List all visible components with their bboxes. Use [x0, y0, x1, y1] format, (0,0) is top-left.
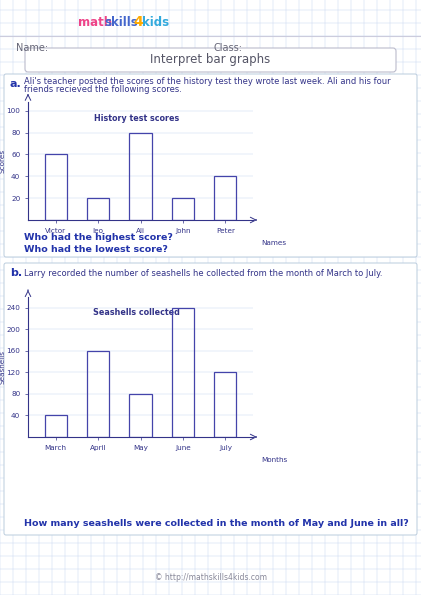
Text: History test scores: History test scores — [93, 114, 179, 123]
Text: Name:: Name: — [16, 43, 48, 53]
Text: How many seashells were collected in the month of May and June in all?: How many seashells were collected in the… — [24, 518, 409, 528]
Text: Seashells collected: Seashells collected — [93, 308, 180, 317]
Text: kids: kids — [142, 15, 169, 29]
Text: b.: b. — [10, 268, 22, 278]
Text: a.: a. — [10, 79, 22, 89]
Bar — [130, 133, 152, 220]
Bar — [214, 176, 237, 220]
FancyBboxPatch shape — [25, 48, 396, 72]
Text: math: math — [78, 15, 112, 29]
Text: Months: Months — [261, 458, 288, 464]
Bar — [172, 308, 194, 437]
FancyBboxPatch shape — [4, 263, 417, 535]
Bar — [45, 155, 67, 220]
Bar — [87, 351, 109, 437]
Text: Who had the lowest score?: Who had the lowest score? — [24, 245, 168, 253]
Text: 4: 4 — [133, 15, 143, 29]
Text: friends recieved the following scores.: friends recieved the following scores. — [24, 86, 182, 95]
Text: Ali's teacher posted the scores of the history test they wrote last week. Ali an: Ali's teacher posted the scores of the h… — [24, 77, 391, 86]
Text: Larry recorded the number of seashells he collected from the month of March to J: Larry recorded the number of seashells h… — [24, 268, 383, 277]
Text: Who had the highest score?: Who had the highest score? — [24, 233, 173, 242]
Y-axis label: Seashells: Seashells — [0, 350, 5, 384]
Text: Names: Names — [261, 240, 287, 246]
Text: Interpret bar graphs: Interpret bar graphs — [150, 54, 270, 67]
FancyBboxPatch shape — [4, 74, 417, 257]
Bar — [172, 198, 194, 220]
Text: © http://mathskills4kids.com: © http://mathskills4kids.com — [155, 572, 267, 581]
Bar — [130, 394, 152, 437]
Bar — [87, 198, 109, 220]
Text: skills: skills — [104, 15, 138, 29]
Y-axis label: Scores: Scores — [0, 149, 5, 173]
Text: Class:: Class: — [213, 43, 242, 53]
Bar — [214, 372, 237, 437]
Bar — [45, 415, 67, 437]
